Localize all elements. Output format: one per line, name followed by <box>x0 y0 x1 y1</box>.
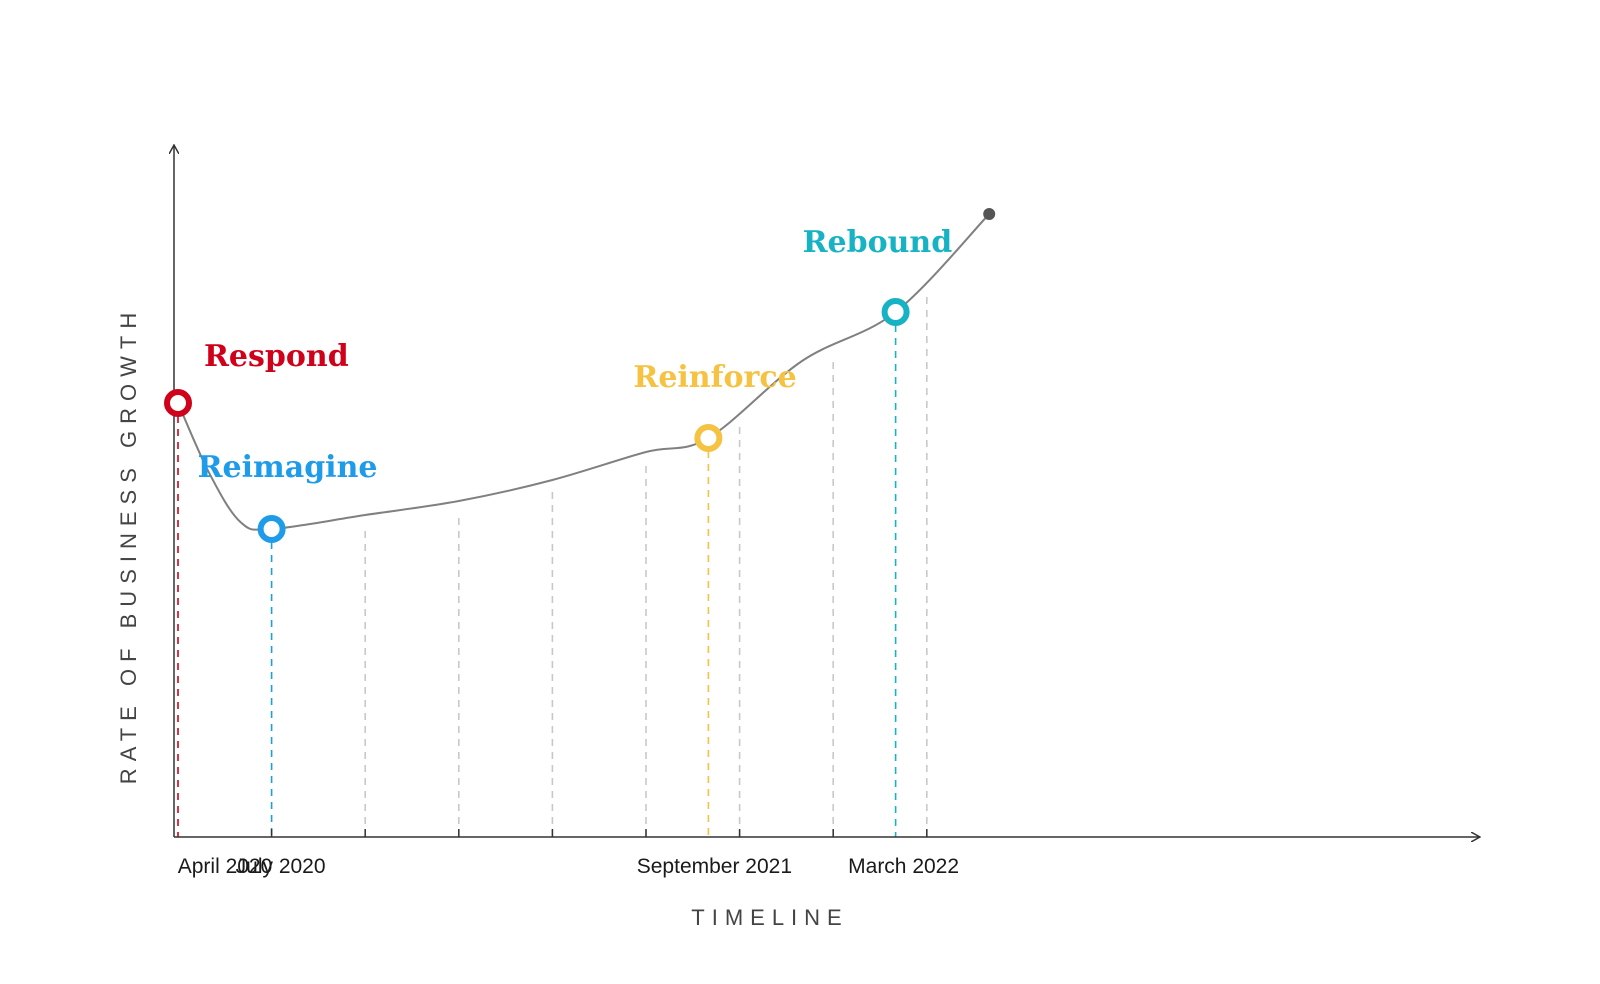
y-axis-title: RATE OF BUSINESS GROWTH <box>116 306 141 784</box>
grid-lines <box>364 291 928 837</box>
milestone-label: Reinforce <box>633 360 796 395</box>
milestone-marker <box>881 298 910 326</box>
milestone-label: Reimagine <box>198 450 378 485</box>
milestone-marker <box>164 389 192 417</box>
growth-curve <box>177 213 990 531</box>
milestone-drop-lines <box>177 312 897 837</box>
x-tick-label: April 2020 <box>178 855 273 878</box>
milestone-markers: Respond Reimagine Reinforce Rebound <box>164 225 953 543</box>
x-tick-label: July 2020 <box>236 855 326 878</box>
milestone-marker <box>257 515 286 543</box>
milestone-label: Respond <box>204 339 349 374</box>
x-axis-ticks <box>270 829 928 837</box>
x-axis-title: TIMELINE <box>691 905 848 930</box>
curve-end-point <box>983 208 996 220</box>
milestone-label: Rebound <box>803 225 953 260</box>
x-tick-label: September 2021 <box>637 855 792 878</box>
milestone-marker <box>694 424 723 452</box>
x-tick-label: March 2022 <box>848 855 959 878</box>
